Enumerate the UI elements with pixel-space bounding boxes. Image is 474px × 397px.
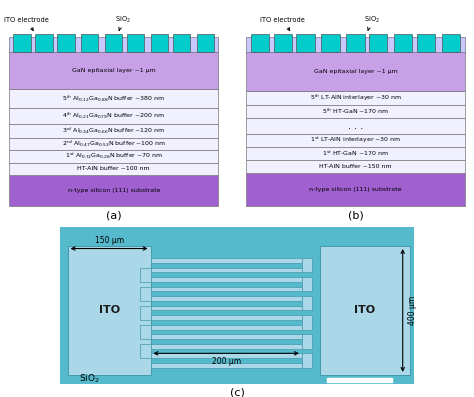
Bar [246,91,465,104]
Text: SiO$_2$: SiO$_2$ [79,373,100,385]
Bar [81,34,99,52]
Bar [246,37,465,52]
Bar [151,258,302,263]
Bar [9,108,219,124]
Bar [13,34,31,52]
Text: GaN epitaxial layer ~1 μm: GaN epitaxial layer ~1 μm [314,69,397,74]
Bar [246,147,465,160]
Bar [302,296,312,310]
Bar [302,353,312,368]
Text: 200 μm: 200 μm [211,357,241,366]
Bar [151,363,302,368]
Bar [296,34,315,52]
Bar [9,37,219,52]
Bar [140,287,151,301]
Bar [394,34,412,52]
Bar [346,34,365,52]
Text: 1$^{st}$ HT-GaN ~170 nm: 1$^{st}$ HT-GaN ~170 nm [322,149,389,158]
Bar [246,118,465,134]
Bar [9,163,219,175]
Bar [9,150,219,163]
Text: 4$^{th}$ Al$_{0.21}$Ga$_{0.79}$N buffer ~200 nm: 4$^{th}$ Al$_{0.21}$Ga$_{0.79}$N buffer … [63,111,165,121]
Bar [197,34,214,52]
Text: 5$^{th}$ LT-AlN interlayer ~30 nm: 5$^{th}$ LT-AlN interlayer ~30 nm [310,93,401,103]
Bar [417,34,435,52]
Bar [9,138,219,150]
Text: SiO$_2$: SiO$_2$ [364,15,379,31]
Bar [151,353,302,358]
Bar [140,306,151,320]
Bar [151,334,302,339]
Bar [105,34,122,52]
Bar [140,344,151,358]
Bar [151,268,302,272]
Bar [302,258,312,272]
Bar [246,173,465,206]
Bar [320,246,410,375]
Text: (c): (c) [229,388,245,397]
Text: ITO: ITO [355,305,375,316]
Bar [246,104,465,118]
Bar [9,175,219,206]
Bar [173,34,190,52]
Bar [9,89,219,108]
Text: GaN epitaxial layer ~1 μm: GaN epitaxial layer ~1 μm [72,68,155,73]
Bar [127,34,144,52]
Bar [151,296,302,301]
Text: n-type silicon (111) substrate: n-type silicon (111) substrate [309,187,402,193]
Bar [35,34,53,52]
Text: 1$^{st}$ Al$_{0.72}$Ga$_{0.28}$N buffer ~70 nm: 1$^{st}$ Al$_{0.72}$Ga$_{0.28}$N buffer … [64,152,163,162]
Bar [57,34,74,52]
Bar [246,160,465,173]
Text: (a): (a) [106,210,121,220]
Bar [151,325,302,330]
Bar [302,334,312,349]
Bar [151,306,302,310]
Bar [251,34,269,52]
Bar [369,34,387,52]
Bar [151,287,302,291]
Text: 400 μm: 400 μm [408,296,417,325]
Text: ITO: ITO [99,305,119,316]
Text: ITO electrode: ITO electrode [260,17,305,31]
Bar [140,268,151,282]
Text: HT-AlN buffer ~150 nm: HT-AlN buffer ~150 nm [319,164,392,169]
Bar [151,344,302,349]
Text: (b): (b) [347,210,364,220]
Bar [140,325,151,339]
Bar [442,34,460,52]
Bar [9,52,219,89]
Text: ITO electrode: ITO electrode [4,17,49,31]
Bar [273,34,292,52]
Bar [302,277,312,291]
Text: 5$^{th}$ HT-GaN ~170 nm: 5$^{th}$ HT-GaN ~170 nm [322,106,389,116]
Bar [151,34,168,52]
Bar [246,52,465,91]
Bar [151,277,302,282]
Text: SiO$_2$: SiO$_2$ [115,15,130,31]
Bar [151,315,302,320]
Text: 150 μm: 150 μm [94,236,124,245]
Text: 1$^{st}$ LT-AlN interlayer ~30 nm: 1$^{st}$ LT-AlN interlayer ~30 nm [310,135,401,145]
Text: 3$^{rd}$ Al$_{0.34}$Ga$_{0.66}$N buffer ~120 nm: 3$^{rd}$ Al$_{0.34}$Ga$_{0.66}$N buffer … [62,126,165,136]
Bar [68,246,151,375]
Text: 2$^{nd}$ Al$_{0.47}$Ga$_{0.53}$N buffer ~100 nm: 2$^{nd}$ Al$_{0.47}$Ga$_{0.53}$N buffer … [62,139,166,149]
Text: . . .: . . . [348,121,363,131]
Text: n-type silicon (111) substrate: n-type silicon (111) substrate [67,188,160,193]
Bar [9,124,219,138]
Text: 5$^{th}$ Al$_{0.12}$Ga$_{0.88}$N buffer ~380 nm: 5$^{th}$ Al$_{0.12}$Ga$_{0.88}$N buffer … [62,93,165,104]
Bar [302,315,312,330]
Bar [321,34,339,52]
Text: HT-AlN buffer ~100 nm: HT-AlN buffer ~100 nm [77,166,150,172]
Bar [246,134,465,147]
Bar [327,378,392,382]
